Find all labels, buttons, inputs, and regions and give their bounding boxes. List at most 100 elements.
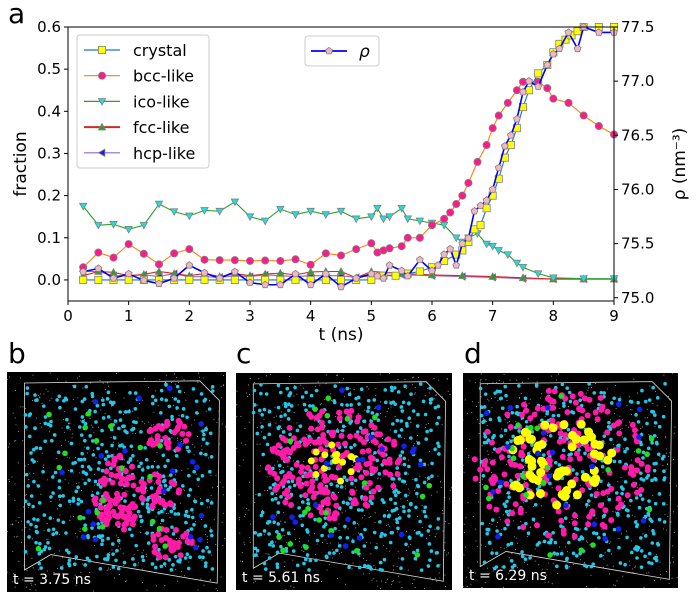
- data-point: [564, 98, 573, 107]
- data-point: [230, 256, 239, 265]
- data-point: [519, 77, 528, 86]
- data-point: [291, 255, 300, 264]
- axis-ticks: 0 1 2 3 4 5 6 7 8 9 0.0 0.1 0.2 0.3 0.4 0.5 0.6 75.0 75.5 7…: [37, 18, 654, 325]
- data-point: [291, 269, 300, 278]
- y-right-tick-label: 76.0: [621, 180, 654, 198]
- data-point: [154, 200, 164, 209]
- x-tick-label: 1: [124, 307, 134, 325]
- data-point: [482, 240, 491, 249]
- data-point: [446, 208, 455, 217]
- data-point: [549, 49, 558, 58]
- legend-label: hcp-like: [133, 144, 195, 163]
- data-point: [464, 178, 473, 187]
- data-point: [446, 244, 455, 253]
- series-line: [82, 201, 614, 280]
- data-point: [494, 247, 504, 255]
- data-point: [440, 214, 449, 223]
- data-point: [79, 275, 88, 284]
- data-point: [397, 242, 406, 251]
- fraction-density-chart: 0 1 2 3 4 5 6 7 8 9 0.0 0.1 0.2 0.3 0.4 0.5 0.6 75.0 75.5 7…: [11, 18, 690, 345]
- panel-label-a: a: [8, 0, 26, 30]
- data-point: [306, 280, 315, 289]
- data-point: [415, 267, 424, 276]
- data-point: [155, 279, 163, 287]
- data-point: [367, 239, 376, 248]
- series-line: [82, 81, 615, 268]
- data-point: [291, 275, 300, 284]
- simulation-box: [24, 380, 220, 584]
- data-point: [476, 201, 485, 210]
- y-right-tick-label: 75.0: [621, 289, 654, 307]
- data-point: [94, 275, 103, 284]
- data-point: [579, 275, 588, 284]
- y-tick-label: 0.1: [37, 229, 61, 247]
- data-point: [385, 213, 394, 222]
- data-point: [337, 282, 345, 291]
- data-point: [109, 274, 118, 282]
- data-point: [543, 60, 552, 69]
- y-tick-label: 0.0: [37, 271, 61, 289]
- series-line: [83, 270, 614, 280]
- data-point: [464, 234, 473, 242]
- data-point: [427, 270, 437, 279]
- data-point: [245, 256, 254, 265]
- data-point: [458, 239, 467, 247]
- series-line: [82, 25, 614, 288]
- data-point: [397, 204, 406, 213]
- data-point: [154, 260, 163, 269]
- x-tick-label: 7: [488, 307, 498, 325]
- series-line: [83, 270, 614, 280]
- data-point: [124, 269, 133, 278]
- y-right-tick-label: 77.0: [621, 72, 654, 90]
- data-point: [573, 27, 582, 36]
- data-point: [594, 122, 603, 131]
- legend-item-hcp-like: hcp-like: [84, 144, 195, 163]
- data-point: [373, 271, 382, 280]
- data-point: [549, 274, 558, 283]
- data-point: [458, 191, 467, 200]
- legend-item-crystal: crystal: [84, 41, 187, 60]
- legend-fraction: crystal bcc-like ico-like fcc-like hcp-like: [76, 34, 210, 169]
- atom-snapshot-image: [463, 373, 678, 588]
- legend-marker: [97, 148, 106, 158]
- data-point: [245, 213, 255, 222]
- data-point: [336, 251, 345, 260]
- data-point: [200, 255, 209, 264]
- data-point: [525, 86, 534, 95]
- data-point: [519, 87, 527, 96]
- data-point: [124, 275, 133, 284]
- data-point: [555, 44, 564, 52]
- data-point: [200, 268, 209, 277]
- data-point: [200, 207, 209, 215]
- data-point: [94, 221, 103, 230]
- y-tick-label: 0.4: [37, 102, 61, 120]
- data-point: [513, 114, 521, 123]
- data-point: [403, 233, 412, 242]
- data-point: [109, 253, 118, 262]
- y-tick-label: 0.5: [37, 60, 61, 78]
- y-tick-label: 0.3: [37, 144, 61, 162]
- data-point: [379, 274, 388, 282]
- data-point: [230, 198, 240, 207]
- data-point: [488, 124, 497, 133]
- data-point: [518, 263, 528, 272]
- data-point: [488, 185, 497, 193]
- data-point: [246, 278, 254, 286]
- legend-item-bcc-like: bcc-like: [84, 67, 194, 86]
- data-point: [534, 82, 543, 90]
- legend-item-ico-like: ico-like: [84, 92, 190, 111]
- x-tick-label: 5: [367, 307, 377, 325]
- data-point: [512, 86, 521, 95]
- data-point: [336, 267, 346, 275]
- data-point: [352, 245, 361, 254]
- data-point: [428, 266, 436, 274]
- legend-label: ρ: [359, 42, 370, 62]
- legend-marker: [98, 46, 107, 55]
- y-right-tick-label: 77.5: [621, 18, 654, 36]
- data-point: [534, 69, 543, 78]
- atom-snapshot-image: [236, 373, 452, 590]
- data-point: [230, 267, 239, 276]
- data-point: [525, 77, 533, 85]
- data-point: [458, 271, 467, 279]
- legend-marker: [97, 98, 107, 106]
